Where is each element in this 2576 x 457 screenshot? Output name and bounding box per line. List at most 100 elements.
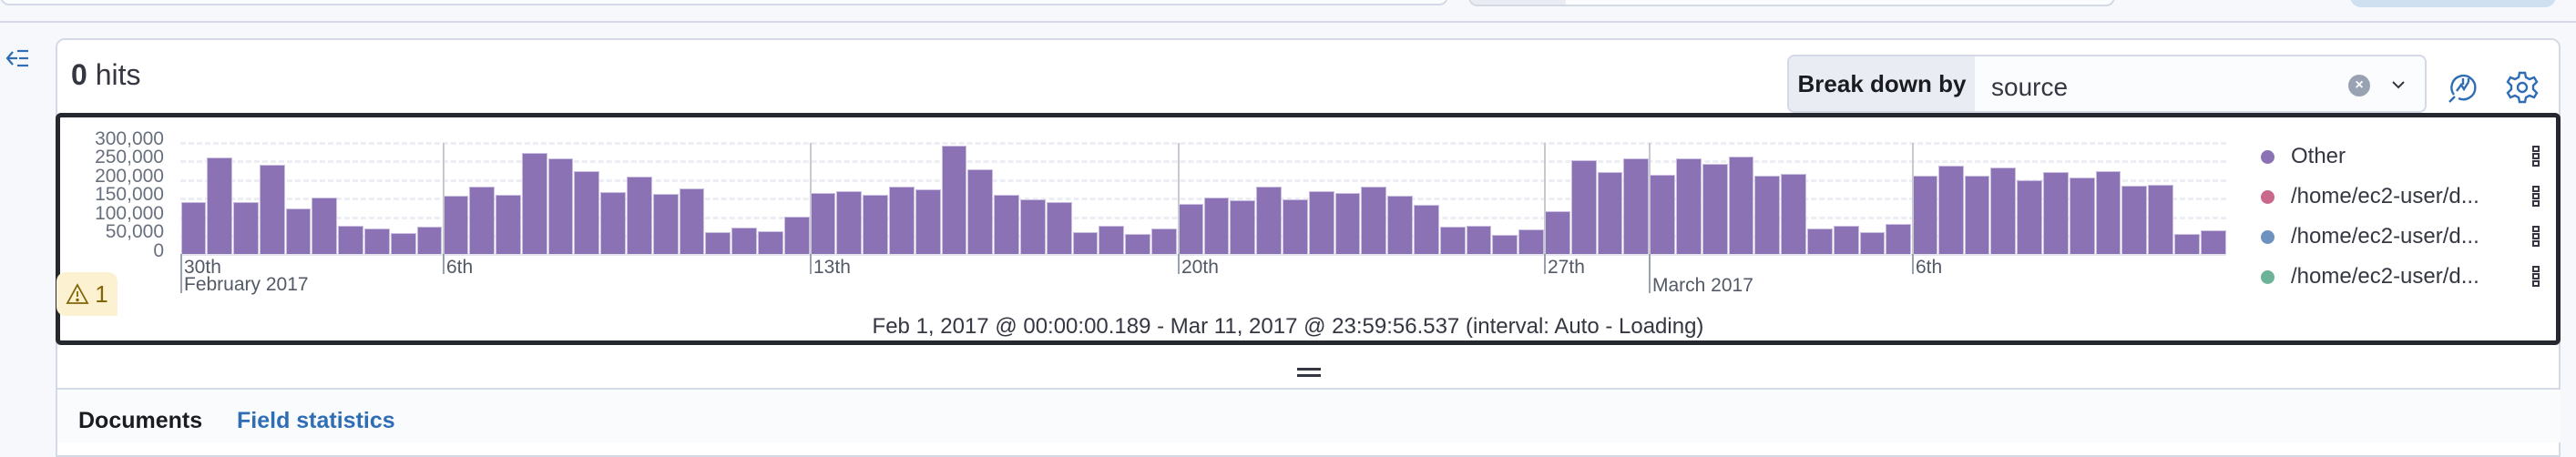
histogram-bar[interactable] bbox=[627, 176, 652, 254]
query-input[interactable] bbox=[0, 0, 1448, 5]
histogram-bar[interactable] bbox=[2069, 178, 2095, 254]
histogram-bar[interactable] bbox=[1570, 159, 1597, 254]
histogram-bar[interactable] bbox=[1623, 158, 1650, 254]
histogram-bar[interactable] bbox=[285, 208, 312, 254]
histogram-bar[interactable] bbox=[443, 196, 469, 254]
histogram-bar[interactable] bbox=[2174, 233, 2200, 254]
histogram-bar[interactable] bbox=[1099, 226, 1125, 254]
histogram-bar[interactable] bbox=[1203, 197, 1230, 254]
collapse-sidebar-button[interactable] bbox=[5, 47, 30, 69]
histogram-bar[interactable] bbox=[259, 165, 285, 254]
histogram-bar[interactable] bbox=[547, 157, 574, 254]
bar-series[interactable] bbox=[180, 143, 2226, 254]
tab-documents[interactable]: Documents bbox=[78, 408, 203, 433]
histogram-bar[interactable] bbox=[889, 186, 915, 254]
histogram-bar[interactable] bbox=[312, 197, 338, 254]
histogram-bar[interactable] bbox=[1806, 228, 1833, 254]
histogram-bar[interactable] bbox=[600, 191, 627, 254]
legend-item[interactable]: /home/ec2-user/d... bbox=[2257, 178, 2540, 215]
date-quick-menu[interactable] bbox=[1470, 0, 1566, 5]
histogram-bar[interactable] bbox=[574, 171, 600, 254]
plot-area[interactable] bbox=[180, 142, 2226, 254]
breakdown-value[interactable]: source bbox=[1991, 73, 2069, 101]
histogram-bar[interactable] bbox=[915, 189, 941, 254]
histogram-bar[interactable] bbox=[1387, 195, 1413, 254]
legend-actions-icon[interactable] bbox=[2532, 266, 2540, 288]
histogram-bar[interactable] bbox=[941, 146, 967, 254]
histogram-bar[interactable] bbox=[2095, 171, 2121, 254]
histogram-bar[interactable] bbox=[496, 194, 521, 254]
histogram-bar[interactable] bbox=[1702, 163, 1728, 254]
chevron-down-icon[interactable] bbox=[2387, 73, 2410, 96]
histogram-bar[interactable] bbox=[1334, 192, 1361, 254]
histogram-bar[interactable] bbox=[1597, 172, 1623, 254]
histogram-bar[interactable] bbox=[364, 228, 390, 254]
histogram-bar[interactable] bbox=[180, 201, 207, 254]
histogram-bar[interactable] bbox=[1492, 234, 1518, 254]
histogram-bar[interactable] bbox=[1308, 190, 1334, 254]
histogram-bar[interactable] bbox=[2148, 184, 2174, 254]
histogram-bar[interactable] bbox=[1754, 176, 1781, 254]
legend-item[interactable]: /home/ec2-user/d... bbox=[2257, 259, 2540, 295]
warning-badge[interactable]: 1 bbox=[56, 272, 118, 316]
histogram-bar[interactable] bbox=[1439, 227, 1466, 254]
histogram-bar[interactable] bbox=[1282, 198, 1308, 254]
histogram-bar[interactable] bbox=[207, 157, 233, 254]
histogram-bar[interactable] bbox=[679, 188, 705, 254]
histogram-bar[interactable] bbox=[1728, 157, 1754, 254]
histogram-bar[interactable] bbox=[1150, 228, 1177, 254]
histogram-bar[interactable] bbox=[863, 194, 889, 254]
legend-item[interactable]: /home/ec2-user/d... bbox=[2257, 218, 2540, 255]
histogram-bar[interactable] bbox=[1964, 176, 1990, 254]
histogram-bar[interactable] bbox=[1046, 202, 1072, 254]
histogram-bar[interactable] bbox=[1466, 225, 1492, 254]
histogram-bar[interactable] bbox=[810, 192, 836, 254]
legend-actions-icon[interactable] bbox=[2532, 186, 2540, 208]
histogram-bar[interactable] bbox=[1886, 223, 1912, 254]
refresh-button[interactable] bbox=[2350, 0, 2556, 7]
legend-actions-icon[interactable] bbox=[2532, 226, 2540, 248]
histogram-bar[interactable] bbox=[967, 169, 994, 254]
histogram-bar[interactable] bbox=[1413, 204, 1439, 254]
date-picker[interactable] bbox=[1468, 0, 2115, 6]
histogram-bar[interactable] bbox=[652, 193, 679, 254]
histogram-bar[interactable] bbox=[2121, 186, 2148, 254]
histogram-bar[interactable] bbox=[1361, 186, 1387, 254]
legend-actions-icon[interactable] bbox=[2532, 146, 2540, 168]
histogram-bar[interactable] bbox=[2043, 172, 2069, 254]
histogram-bar[interactable] bbox=[521, 152, 547, 254]
tab-field-statistics[interactable]: Field statistics bbox=[237, 408, 395, 433]
legend-item[interactable]: Other bbox=[2257, 138, 2540, 175]
histogram-bar[interactable] bbox=[1518, 228, 1544, 254]
panel-resize-handle[interactable] bbox=[1297, 368, 1321, 381]
histogram-bar[interactable] bbox=[1544, 211, 1570, 254]
histogram-bar[interactable] bbox=[1937, 166, 1964, 254]
histogram-bar[interactable] bbox=[758, 231, 783, 254]
histogram-bar[interactable] bbox=[233, 202, 259, 254]
histogram-bar[interactable] bbox=[1650, 174, 1675, 254]
histogram-bar[interactable] bbox=[2017, 179, 2043, 254]
histogram-bar[interactable] bbox=[1230, 200, 1256, 254]
histogram-bar[interactable] bbox=[1256, 186, 1282, 254]
histogram-bar[interactable] bbox=[1859, 231, 1886, 254]
histogram-bar[interactable] bbox=[1675, 157, 1702, 254]
chart-inspect-button[interactable] bbox=[2446, 69, 2482, 106]
histogram-bar[interactable] bbox=[1990, 167, 2017, 254]
histogram-bar[interactable] bbox=[994, 194, 1019, 254]
histogram-bar[interactable] bbox=[1781, 174, 1806, 254]
breakdown-field-select[interactable]: Break down by source × bbox=[1787, 55, 2427, 113]
histogram-bar[interactable] bbox=[338, 226, 364, 254]
histogram-bar[interactable] bbox=[1020, 198, 1046, 254]
histogram-bar[interactable] bbox=[836, 190, 863, 254]
histogram-bar[interactable] bbox=[1072, 231, 1099, 254]
histogram-bar[interactable] bbox=[1177, 204, 1203, 254]
chart-settings-button[interactable] bbox=[2504, 69, 2540, 106]
histogram-bar[interactable] bbox=[2200, 230, 2226, 254]
histogram-bar[interactable] bbox=[416, 226, 443, 254]
histogram-bar[interactable] bbox=[1833, 225, 1859, 254]
histogram-bar[interactable] bbox=[469, 186, 496, 254]
histogram-bar[interactable] bbox=[1912, 176, 1937, 254]
histogram-bar[interactable] bbox=[783, 216, 810, 254]
clear-icon[interactable]: × bbox=[2348, 75, 2370, 96]
histogram-bar[interactable] bbox=[1125, 233, 1150, 254]
